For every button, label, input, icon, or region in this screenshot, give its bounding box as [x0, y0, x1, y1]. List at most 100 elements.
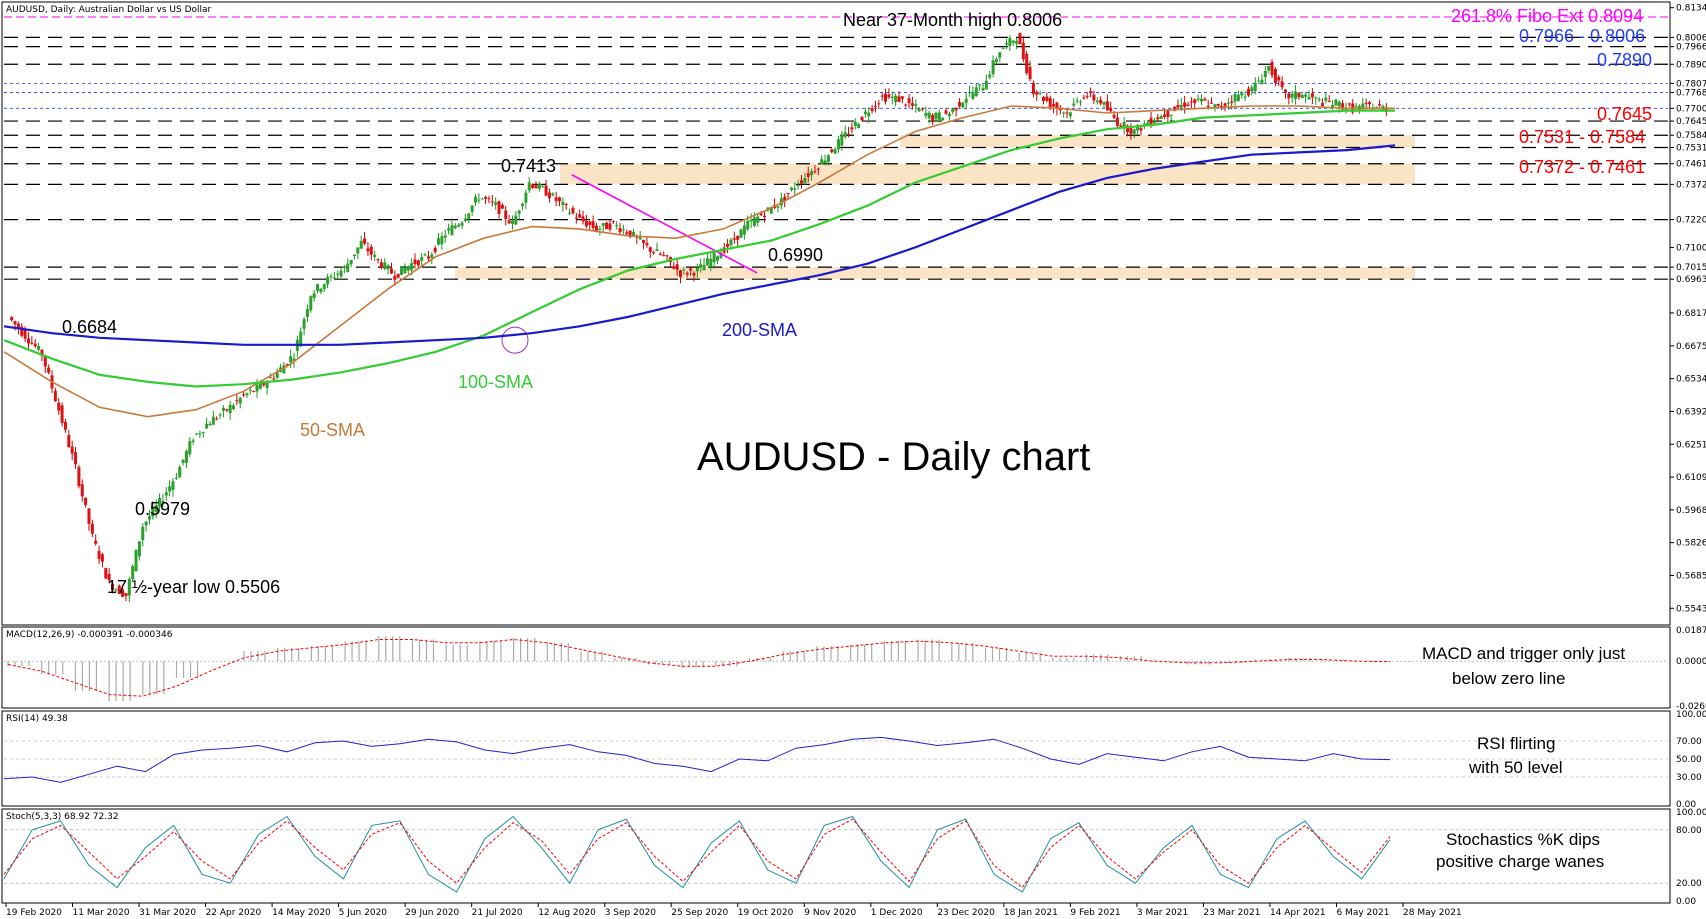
candle-body — [1021, 42, 1025, 60]
candle-body — [1075, 100, 1079, 102]
candle-body — [178, 466, 182, 478]
candle-body — [971, 92, 975, 99]
candle-body — [265, 382, 269, 388]
candle-body — [1031, 83, 1035, 94]
candle-body — [712, 252, 716, 263]
candle-body — [1152, 121, 1156, 124]
candle-body — [890, 96, 894, 99]
candle-body — [1230, 101, 1234, 103]
candle-body — [379, 262, 383, 268]
candle-body — [144, 521, 148, 526]
candle-body — [1173, 106, 1177, 111]
candle-body — [927, 112, 931, 119]
candle-body — [403, 267, 407, 274]
candle-body — [1361, 103, 1365, 108]
candle-body — [695, 267, 699, 272]
candle-body — [416, 260, 420, 266]
candle-body — [305, 309, 309, 318]
date-tick-label: 18 Jan 2021 — [1004, 908, 1058, 918]
candle-body — [615, 224, 619, 227]
candle-body — [1008, 37, 1012, 47]
stoch-d-line — [3, 818, 1391, 889]
candle-body — [332, 277, 336, 279]
candle-body — [282, 365, 286, 374]
candle-body — [524, 192, 528, 203]
stoch-note-line1: Stochastics %K dips — [1446, 830, 1600, 849]
candle-body — [70, 446, 74, 454]
candle-body — [601, 223, 605, 226]
candle-body — [752, 217, 756, 226]
rsi-panel-frame — [1, 710, 1671, 807]
candle-body — [625, 232, 629, 235]
candle-body — [941, 117, 945, 121]
candle-body — [1270, 61, 1274, 76]
price-tick-label: 0.68175 — [1676, 309, 1706, 319]
candle-body — [618, 228, 622, 233]
candle-body — [974, 87, 978, 97]
candle-body — [346, 263, 350, 272]
candle-body — [1078, 101, 1082, 103]
candle-body — [517, 210, 521, 214]
candle-body — [1179, 104, 1183, 108]
candle-body — [16, 323, 20, 329]
candle-body — [1327, 100, 1331, 102]
candle-body — [783, 196, 787, 202]
candle-body — [537, 183, 541, 189]
candle-body — [285, 364, 289, 366]
annotation-37-month-high: Near 37-Month high 0.8006 — [843, 10, 1062, 30]
candle-body — [655, 249, 659, 252]
candle-body — [793, 188, 797, 190]
candle-body — [353, 254, 356, 257]
candle-body — [440, 236, 444, 245]
candle-body — [154, 505, 158, 512]
candle-body — [141, 526, 145, 541]
stoch-panel-frame — [1, 808, 1671, 904]
candle-body — [1193, 99, 1197, 104]
candle-body — [547, 192, 551, 199]
candle-body — [100, 554, 104, 562]
rsi-tick-label: 0.00 — [1676, 800, 1696, 810]
candle-body — [1206, 105, 1210, 108]
candle-body — [897, 96, 901, 103]
candle-body — [1146, 122, 1150, 126]
candle-body — [917, 108, 921, 112]
price-panel-header: AUDUSD, Daily: Australian Dollar vs US D… — [6, 5, 212, 15]
candle-body — [67, 435, 71, 447]
candle-body — [1378, 104, 1382, 106]
candle-body — [30, 342, 34, 344]
candle-body — [611, 220, 615, 222]
candle-body — [998, 52, 1002, 58]
candle-body — [823, 160, 827, 164]
candle-body — [1099, 99, 1103, 104]
date-tick-label: 25 Sep 2020 — [671, 908, 728, 918]
candle-body — [1273, 69, 1277, 84]
candle-body — [1294, 91, 1298, 99]
candle-body — [937, 112, 941, 120]
candle-body — [1109, 107, 1113, 112]
candle-body — [594, 225, 598, 232]
candle-body — [322, 284, 326, 290]
candle-body — [507, 220, 511, 224]
stoch-tick-label: 20.00 — [1676, 879, 1702, 889]
candle-body — [299, 331, 303, 347]
candle-body — [349, 260, 353, 265]
candle-body — [571, 207, 575, 214]
candle-body — [662, 255, 666, 257]
stoch-panel-header: Stoch(5,3,3) 68.92 72.32 — [6, 812, 119, 822]
candle-body — [1129, 127, 1133, 134]
candle-body — [1243, 96, 1247, 98]
candle-body — [484, 197, 488, 199]
candle-body — [705, 258, 709, 266]
candle-body — [90, 523, 94, 534]
candle-body — [658, 253, 662, 255]
candle-body — [766, 207, 770, 209]
candle-body — [473, 196, 477, 203]
candle-body — [826, 155, 830, 162]
candle-body — [551, 193, 555, 196]
candle-body — [184, 450, 188, 463]
